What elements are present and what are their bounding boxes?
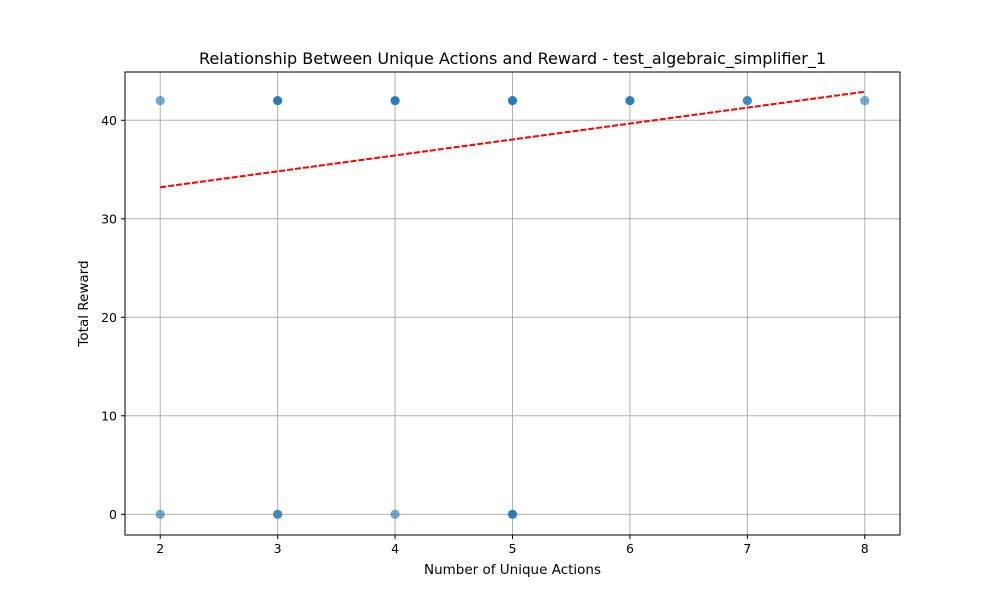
data-point [507,95,518,106]
x-tick-label: 8 [861,541,869,556]
y-tick-label: 0 [109,507,117,522]
trendline-layer [160,90,865,189]
x-axis-title: Number of Unique Actions [424,562,601,578]
x-tick-label: 6 [626,541,634,556]
y-tick-label: 20 [101,310,117,325]
y-axis-ticks: 0 10 20 30 40 [101,113,125,522]
y-tick-label: 30 [101,211,117,226]
data-point [273,95,283,106]
y-tick-label: 10 [101,408,117,423]
grid [125,72,900,535]
x-tick-label: 5 [509,541,517,556]
data-points [155,95,870,519]
data-point [625,95,635,106]
data-point [390,95,400,106]
x-tick-label: 2 [156,541,164,556]
x-tick-label: 4 [391,541,399,556]
data-point [860,95,870,106]
x-tick-label: 3 [274,541,282,556]
data-point [155,95,165,106]
x-tick-label: 7 [743,541,751,556]
data-point [273,509,283,519]
y-tick-label: 40 [101,113,117,128]
data-point [507,509,518,519]
data-point [155,509,165,519]
data-point [742,95,752,106]
chart-title: Relationship Between Unique Actions and … [199,49,826,69]
data-point [390,509,400,519]
x-axis-ticks: 2 3 4 5 6 7 8 [156,535,869,556]
trendline [160,90,865,189]
y-axis-title: Total Reward [76,260,92,347]
